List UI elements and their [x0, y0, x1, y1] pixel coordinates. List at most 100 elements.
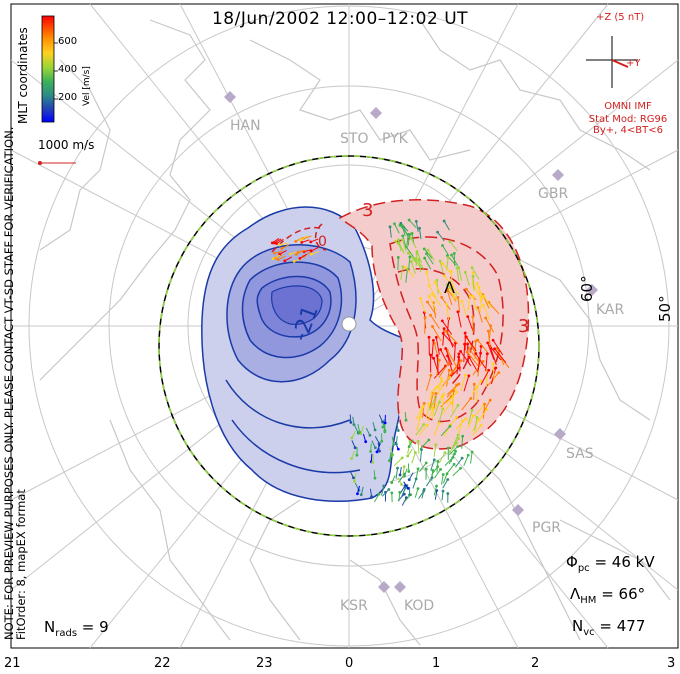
station-gbr: GBR	[538, 186, 569, 202]
velocity-vector	[397, 477, 403, 485]
velocity-vector	[456, 356, 460, 375]
velocity-vector	[412, 478, 417, 489]
velocity-vector	[395, 436, 398, 445]
velocity-vector	[433, 343, 440, 361]
velocity-vector	[445, 348, 453, 366]
velocity-vector	[281, 244, 290, 249]
velocity-vector	[373, 470, 376, 479]
station-marker-ksr	[378, 581, 390, 593]
velocity-vector	[410, 261, 416, 275]
velocity-vector	[465, 288, 477, 301]
velocity-vector	[447, 355, 453, 373]
station-han: HAN	[230, 118, 261, 134]
phi-value: = 46 kV	[589, 553, 655, 571]
station-markers	[224, 91, 598, 593]
velocity-vector	[466, 351, 479, 367]
velocity-vector	[433, 393, 437, 409]
velocity-vector	[426, 375, 432, 392]
velocity-vector	[434, 490, 438, 500]
velocity-vector	[474, 417, 478, 432]
velocity-vector	[487, 330, 491, 349]
velocity-vector	[393, 457, 403, 467]
velocity-vector	[398, 492, 401, 502]
velocity-vector	[372, 422, 376, 431]
velocity-vector	[399, 466, 402, 476]
vector-count-readout: Nvc = 477	[572, 617, 645, 638]
velocity-vector	[408, 256, 411, 270]
velocity-vector	[408, 472, 414, 480]
velocity-vector	[389, 226, 392, 238]
velocity-vector	[415, 424, 425, 436]
velocity-vector	[465, 336, 477, 352]
station-ksr: KSR	[340, 598, 368, 614]
velocity-vector	[449, 405, 459, 418]
velocity-vector	[410, 237, 417, 249]
velocity-vector	[494, 348, 507, 363]
velocity-vector	[418, 424, 428, 436]
colorbar-tick-400: 400	[58, 64, 78, 75]
velocity-vector	[369, 488, 373, 497]
velocity-vector	[377, 443, 380, 452]
velocity-vector	[482, 399, 491, 414]
velocity-vector	[435, 337, 440, 355]
velocity-vector	[461, 436, 464, 449]
velocity-vector	[477, 353, 482, 371]
velocity-vector	[300, 235, 308, 241]
velocity-vector	[275, 254, 283, 259]
velocity-vector	[401, 497, 407, 506]
velocity-vector	[370, 443, 372, 452]
velocity-vector	[303, 235, 312, 239]
velocity-vector	[477, 339, 490, 355]
potential-drop-readout: Φpc = 46 kV	[566, 553, 655, 574]
velocity-vector	[427, 407, 434, 422]
velocity-vector	[461, 300, 467, 316]
nrads-subscript: rads	[55, 628, 78, 639]
velocity-vector	[452, 467, 461, 477]
velocity-vector	[464, 272, 470, 286]
velocity-vector	[433, 396, 443, 410]
velocity-vector	[483, 305, 491, 321]
velocity-vector	[479, 297, 483, 313]
colorbar-tick-600: 600	[58, 36, 78, 47]
velocity-vector	[407, 234, 411, 246]
velocity-vector	[274, 250, 283, 254]
velocity-vector	[382, 419, 385, 428]
station-sas: SAS	[566, 446, 594, 462]
velocity-vector	[351, 440, 356, 448]
hm-latitude-readout: ΛHM = 66°	[570, 585, 645, 606]
velocity-vector	[440, 474, 444, 485]
velocity-vector	[415, 407, 424, 421]
velocity-vector	[415, 221, 419, 232]
velocity-vector	[403, 468, 408, 477]
imf-source: OMNI IMF	[604, 101, 652, 112]
velocity-vector	[442, 245, 450, 256]
velocity-vector	[472, 296, 478, 312]
velocity-vector	[373, 493, 380, 503]
velocity-vector	[396, 422, 399, 431]
fit-order-label: FitOrder: 8, mapEX format	[14, 489, 28, 640]
velocity-vector	[433, 485, 437, 496]
nvc-value: = 477	[594, 617, 646, 635]
velocity-vector	[461, 398, 472, 411]
velocity-vector	[446, 304, 450, 320]
velocity-vector	[448, 442, 457, 454]
station-pyk: PYK	[382, 131, 408, 147]
velocity-vector	[432, 326, 442, 342]
velocity-vector	[463, 344, 466, 362]
velocity-vector	[425, 404, 430, 419]
velocity-vector	[456, 267, 460, 282]
velocity-vector	[441, 320, 453, 335]
velocity-vector	[430, 459, 435, 471]
velocity-vector	[371, 440, 376, 449]
velocity-vector	[442, 328, 445, 346]
velocity-vector	[419, 439, 430, 450]
velocity-vector	[389, 452, 392, 461]
velocity-vector	[405, 269, 408, 283]
velocity-vector	[430, 381, 443, 394]
velocity-vector	[428, 296, 437, 310]
station-kar: KAR	[596, 302, 625, 318]
velocity-vector	[382, 489, 390, 497]
velocity-vector	[446, 383, 460, 395]
station-marker-kar	[586, 284, 598, 296]
mlt-label-23: 23	[256, 656, 273, 671]
